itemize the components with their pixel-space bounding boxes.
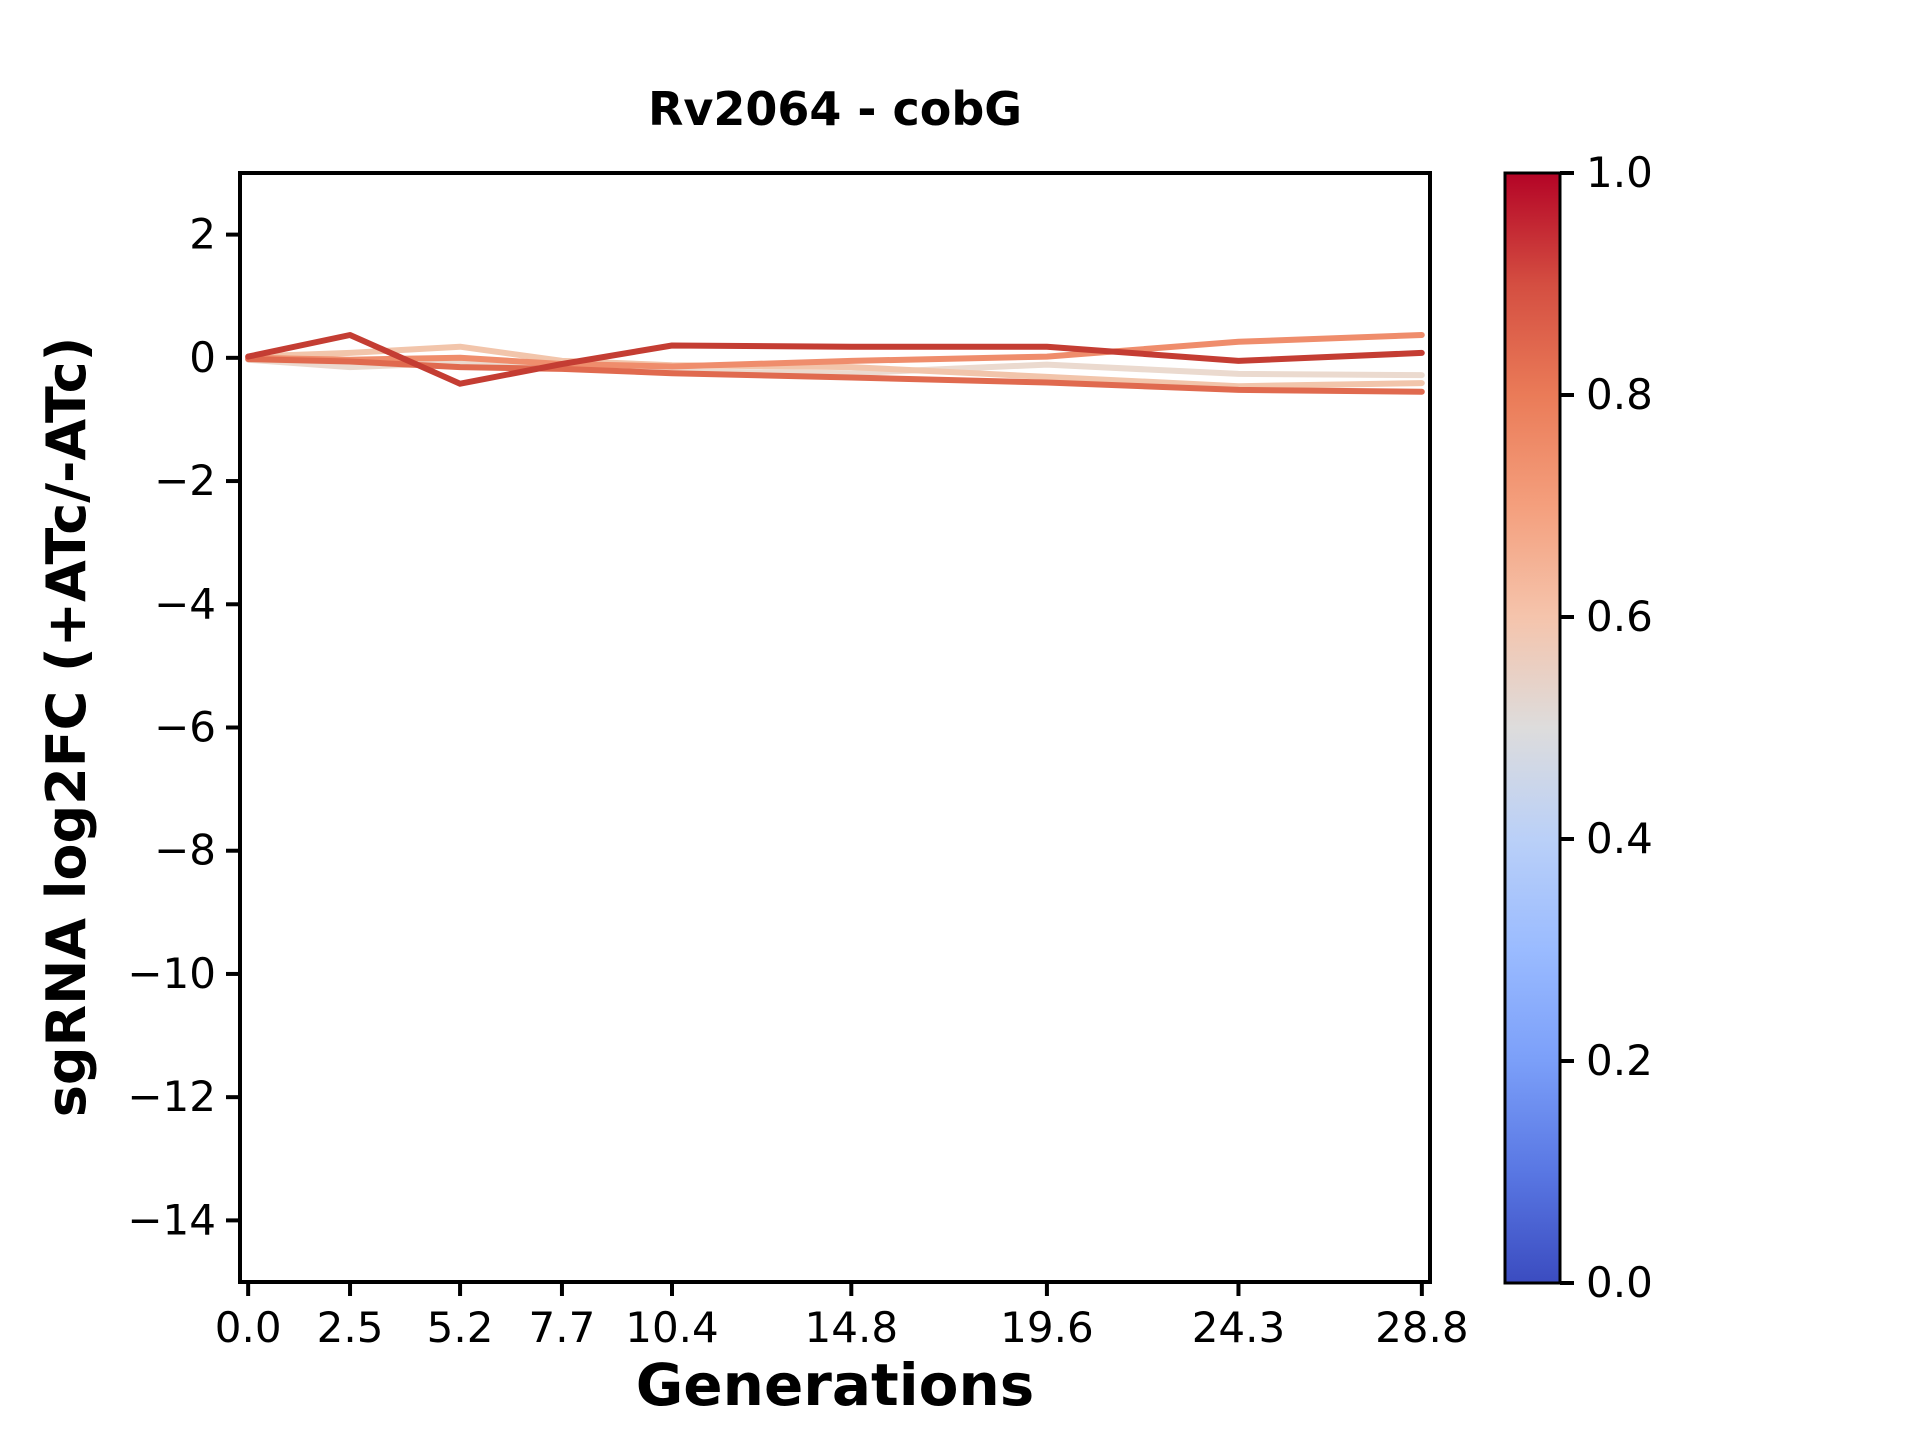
colorbar-gradient xyxy=(1503,171,1562,1285)
x-axis-label: Generations xyxy=(636,1351,1035,1419)
series-line-sgRNA-1 xyxy=(245,332,1425,387)
chart-title: Rv2064 - cobG xyxy=(648,82,1022,136)
y-axis-ticks: 2 0 −2 −4 −6 −8 −10 −12 −14 xyxy=(127,210,240,1244)
x-tick-label: 14.8 xyxy=(805,1303,899,1352)
y-tick-label: −14 xyxy=(127,1195,216,1244)
x-tick-label: 0.0 xyxy=(215,1303,282,1352)
series-line-sgRNA-2 xyxy=(245,356,1425,395)
colorbar-tick-label: 0.2 xyxy=(1586,1036,1653,1085)
y-tick-label: 0 xyxy=(189,333,216,382)
x-tick-label: 10.4 xyxy=(625,1303,719,1352)
x-axis-ticks: 0.0 2.5 5.2 7.7 10.4 14.8 19.6 24.3 28.8 xyxy=(215,1282,1469,1352)
y-tick-label: −6 xyxy=(154,703,216,752)
x-tick-label: 28.8 xyxy=(1375,1303,1469,1352)
x-tick-label: 5.2 xyxy=(427,1303,494,1352)
y-tick-label: −2 xyxy=(154,456,216,505)
x-tick-label: 24.3 xyxy=(1192,1303,1286,1352)
y-tick-label: 2 xyxy=(189,210,216,259)
colorbar-tick-label: 0.0 xyxy=(1586,1258,1653,1307)
series-line-sgRNA-3 xyxy=(245,332,1425,370)
x-tick-label: 19.6 xyxy=(1000,1303,1094,1352)
colorbar-ticks: 0.0 0.2 0.4 0.6 0.8 1.0 xyxy=(1560,148,1653,1307)
y-tick-label: −8 xyxy=(154,826,216,875)
y-tick-label: −12 xyxy=(127,1072,216,1121)
y-tick-label: −4 xyxy=(154,579,216,628)
colorbar: 0.0 0.2 0.4 0.6 0.8 1.0 xyxy=(1503,148,1653,1307)
colorbar-tick-label: 0.4 xyxy=(1586,814,1653,863)
y-tick-label: −10 xyxy=(127,949,216,998)
colorbar-tick-label: 1.0 xyxy=(1586,148,1653,197)
colorbar-tick-label: 0.8 xyxy=(1586,370,1653,419)
colorbar-tick-label: 0.6 xyxy=(1586,592,1653,641)
x-tick-label: 7.7 xyxy=(529,1303,596,1352)
data-lines xyxy=(245,332,1425,395)
x-tick-label: 2.5 xyxy=(317,1303,384,1352)
y-axis-label: sgRNA log2FC (+ATc/-ATc) xyxy=(35,337,98,1118)
